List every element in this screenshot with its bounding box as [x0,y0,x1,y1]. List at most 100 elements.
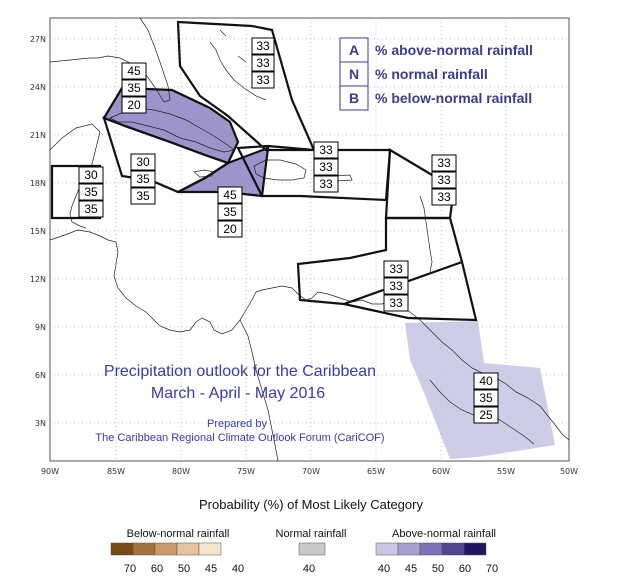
map-title: Precipitation outlook for the Caribbean … [95,363,384,444]
tick-above: 50 [432,563,444,575]
swatch-above-70 [463,542,487,556]
forecast-box-cuba-west: 45 35 20 [121,62,147,114]
box-value-b: 33 [256,73,270,87]
box-value-a: 40 [479,374,493,388]
box-value-n: 33 [319,160,333,174]
tick-above: 40 [378,563,390,575]
title-line-2: March - April - May 2016 [151,385,325,402]
lat-label: 24N [30,83,46,92]
lon-label: 55W [497,467,515,476]
box-value-n: 33 [437,173,451,187]
forecast-box-jamaica-cayman: 30 35 35 [78,166,104,218]
box-value-b: 35 [84,202,98,216]
colorbar-below-label: Below-normal rainfall [127,528,230,540]
box-value-a: 45 [223,188,237,202]
forecast-box-cuba-east: 45 35 20 [217,186,243,238]
swatch-above-50 [419,542,443,556]
prepared-by: Prepared by [207,418,267,430]
tick-above: 45 [405,563,417,575]
lat-label: 15N [30,227,46,236]
box-value-b: 33 [389,296,403,310]
hispaniola-coast [253,159,307,181]
box-value-a: 30 [84,168,98,182]
forecast-box-windward: 33 33 33 [383,260,409,312]
organization: The Caribbean Regional Climate Outlook F… [95,432,384,444]
colorbar-below: Below-normal rainfall 70 60 50 45 40 [110,528,244,575]
swatch-below-40 [198,542,222,556]
colorbar-normal: Normal rainfall 40 [276,528,347,575]
forecast-box-bahamas: 33 33 33 [251,37,275,89]
florida-coast [97,17,171,103]
box-value-n: 35 [479,391,493,405]
swatch-normal-40 [298,542,326,556]
lon-label: 85W [107,467,125,476]
tick-above: 60 [459,563,471,575]
lon-label: 50W [560,467,578,476]
lon-label: 90W [41,467,59,476]
colorbar-title: Probability (%) of Most Likely Category [199,497,423,512]
region-bahamas [176,20,316,152]
legend-letter-n: N [349,66,359,82]
lon-label: 60W [432,467,450,476]
lat-label: 12N [30,275,46,284]
legend-text-below: % below-normal rainfall [375,90,532,106]
legend-text-above: % above-normal rainfall [375,42,533,58]
lat-label: 9N [35,323,46,332]
box-value-b: 20 [127,98,141,112]
category-legend: A N B % above-normal rainfall % normal r… [339,37,533,111]
lon-label: 70W [302,467,320,476]
swatch-above-40 [375,542,399,556]
central-america-coast [49,229,257,335]
box-value-b: 20 [223,222,237,236]
lat-label: 21N [30,131,46,140]
lat-label: 3N [35,419,46,428]
legend-letter-a: A [349,42,359,58]
box-value-b: 33 [437,190,451,204]
legend-text-normal: % normal rainfall [375,66,488,82]
box-value-a: 45 [127,64,141,78]
tick-below: 60 [151,563,163,575]
tick-below: 70 [124,563,136,575]
tick-below: 40 [232,563,244,575]
shade-cuba-east [178,148,268,196]
swatch-below-70 [110,542,134,556]
box-value-n: 35 [223,205,237,219]
box-value-n: 35 [127,81,141,95]
title-line-1: Precipitation outlook for the Caribbean [104,363,376,380]
box-value-n: 33 [256,56,270,70]
box-value-b: 33 [319,177,333,191]
box-value-n: 35 [136,172,150,186]
colombia-coast [239,319,279,462]
tick-below: 45 [205,563,217,575]
box-value-a: 33 [389,262,403,276]
colorbar-normal-label: Normal rainfall [276,528,347,540]
swatch-above-60 [441,542,465,556]
box-value-a: 33 [256,39,270,53]
forecast-box-leeward: 33 33 33 [431,154,457,206]
lat-label: 6N [35,371,46,380]
legend-letter-b: B [349,90,359,106]
bahamas-islands [209,29,267,101]
lat-label: 27N [30,35,46,44]
tick-below: 50 [178,563,190,575]
swatch-below-45 [176,542,200,556]
lon-label: 75W [237,467,255,476]
latitude-labels: 27N 24N 21N 18N 15N 12N 9N 6N 3N [30,35,46,428]
swatch-below-50 [154,542,178,556]
colorbar-above-label: Above-normal rainfall [392,528,496,540]
box-value-a: 30 [136,155,150,169]
box-value-b: 35 [136,189,150,203]
forecast-box-guianas: 40 35 25 [473,372,499,424]
region-jamaica-cayman [50,164,102,220]
box-value-a: 33 [437,156,451,170]
swatch-below-60 [132,542,156,556]
lat-label: 18N [30,179,46,188]
box-value-n: 35 [84,185,98,199]
swatch-above-45 [397,542,421,556]
colorbar-above: Above-normal rainfall 40 45 50 60 70 [375,528,498,575]
longitude-labels: 90W 85W 80W 75W 70W 65W 60W 55W 50W [41,467,578,476]
box-value-b: 25 [479,408,493,422]
tick-above: 70 [486,563,498,575]
forecast-box-hispaniola-pr: 33 33 33 [313,141,339,193]
